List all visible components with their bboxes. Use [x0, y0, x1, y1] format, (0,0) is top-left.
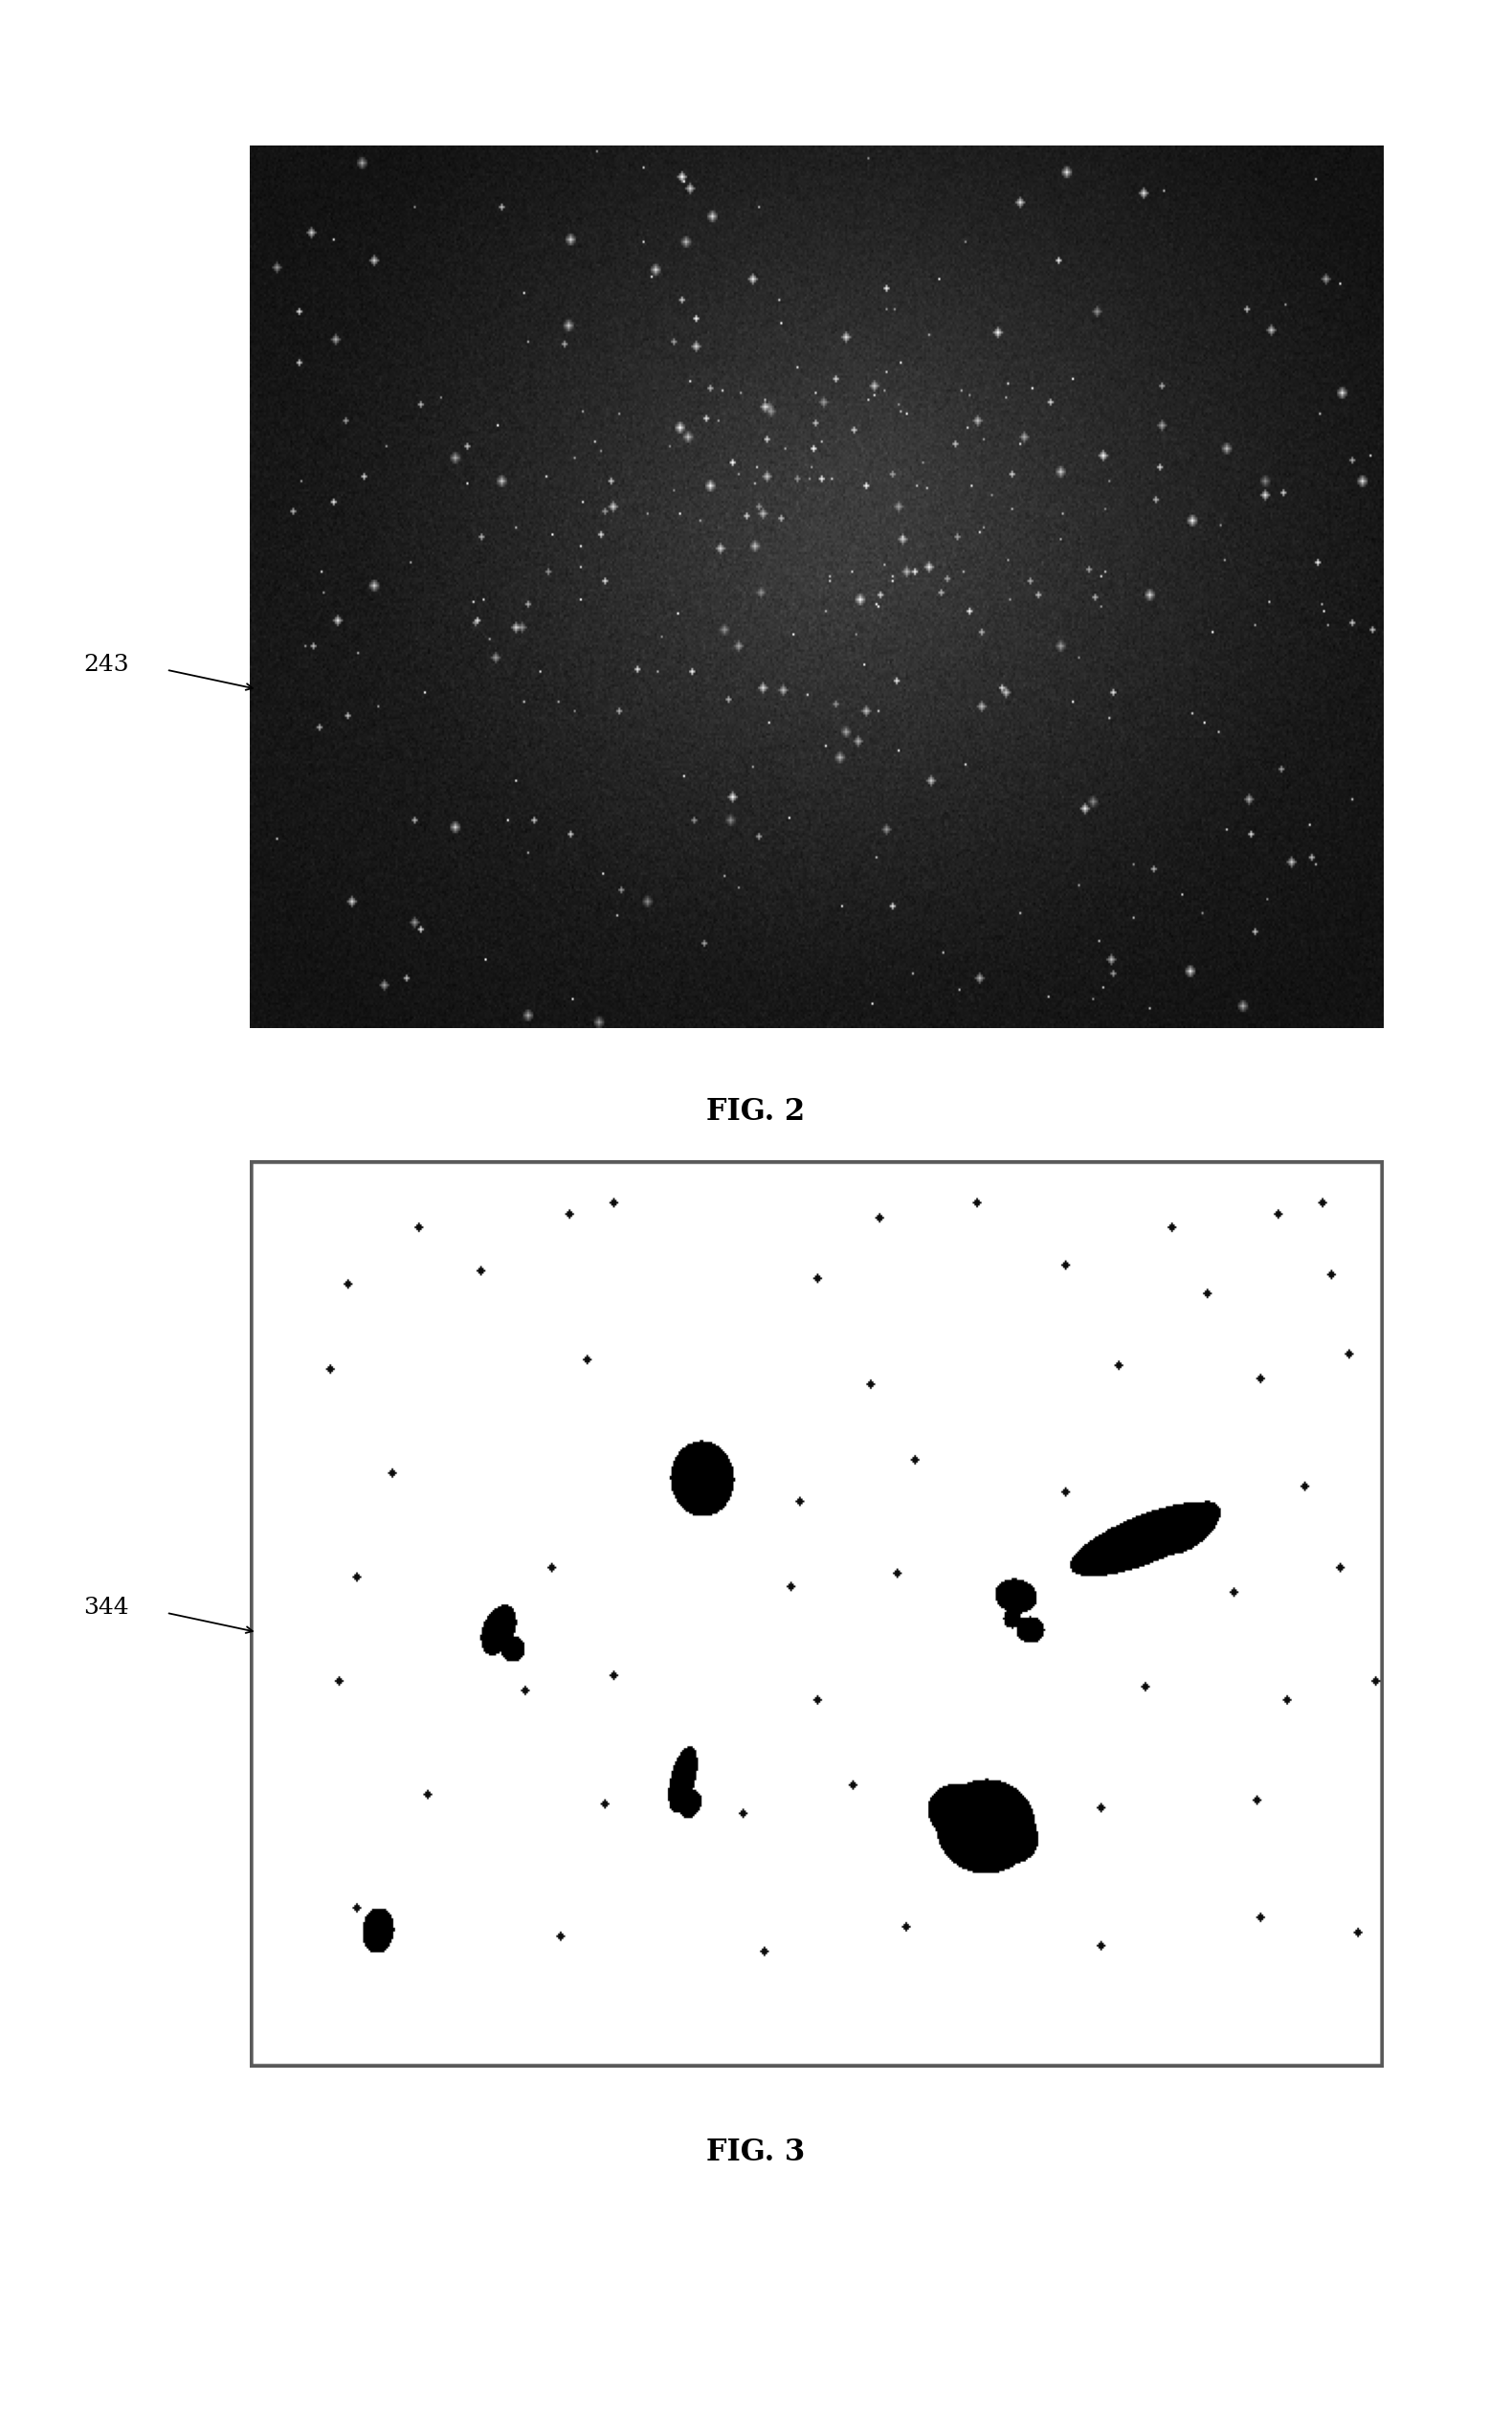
Text: 344: 344 [83, 1596, 129, 1620]
Text: FIG. 2: FIG. 2 [706, 1098, 806, 1127]
Text: 243: 243 [83, 653, 129, 677]
Text: FIG. 3: FIG. 3 [706, 2138, 806, 2167]
